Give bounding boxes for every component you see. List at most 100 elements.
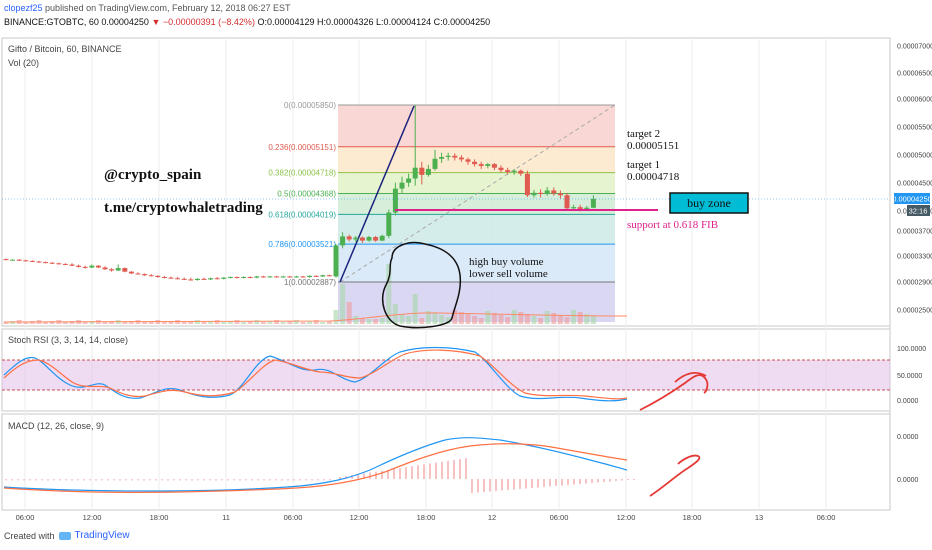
candle-body [472, 161, 478, 165]
volume-bar [274, 320, 280, 324]
time-tick-label: 11 [222, 513, 230, 522]
candle-body [194, 278, 200, 281]
candle-body [491, 164, 497, 168]
fib-level-label: 0(0.00005850) [284, 101, 336, 110]
fib-zone [338, 172, 615, 194]
target1-label: target 1 [627, 159, 660, 171]
macd-tick-top: 0.0000 [897, 434, 919, 441]
fib-level-label: 0.236(0.00005151) [268, 143, 336, 152]
volume-bar [194, 320, 200, 324]
timer-badge [907, 205, 930, 216]
time-tick-label: 06:00 [817, 513, 836, 522]
footer-brand[interactable]: TradingView [74, 530, 130, 541]
handle-annotation: @crypto_spain [104, 167, 202, 183]
volume-bar [346, 302, 352, 324]
channel-annotation: t.me/cryptowhaletrading [104, 200, 263, 216]
candle-body [359, 237, 365, 241]
volume-bar [82, 322, 88, 324]
candle-body [128, 271, 134, 274]
candle-body [399, 182, 405, 189]
volume-bar [221, 322, 227, 324]
volume-bar [379, 318, 385, 324]
candle-body [135, 273, 141, 275]
candle-body [241, 277, 247, 279]
macd-pane[interactable] [1, 413, 891, 511]
price-change: ▼ −0.00000391 (−8.42%) [151, 17, 255, 27]
fib-level-label: 0.786(0.00003521) [268, 240, 336, 249]
candle-body [36, 261, 42, 263]
candle-body [3, 259, 9, 261]
time-tick-label: 12 [488, 513, 496, 522]
volume-bar [472, 316, 478, 324]
candle-body [49, 262, 55, 264]
volume-bar [148, 321, 154, 324]
symbol-ohlc-bar: BINANCE:GTOBTC, 60 0.00004250 ▼ −0.00000… [4, 17, 490, 27]
volume-bar [538, 318, 544, 324]
candle-body [392, 188, 398, 213]
volume-bar [280, 322, 286, 324]
candle-body [571, 207, 577, 209]
volume-bar [247, 321, 253, 324]
last-price: 0.00004250 [101, 17, 149, 27]
rsi-tick-50: 50.0000 [897, 373, 922, 380]
volume-bar [49, 321, 55, 324]
candle-body [419, 167, 425, 175]
candle-body [373, 237, 379, 241]
ohlc-values: O:0.00004129 H:0.00004326 L:0.00004124 C… [257, 17, 491, 27]
volume-bar [524, 314, 530, 324]
time-tick-label: 18:00 [417, 513, 436, 522]
candle-body [161, 277, 167, 279]
candle-body [43, 262, 49, 264]
price-tick-label: 0.00005500 [897, 125, 932, 132]
volume-bar [260, 322, 266, 324]
candle-body [584, 207, 590, 209]
candle-body [333, 245, 339, 277]
candle-body [227, 277, 233, 279]
candle-body [379, 235, 385, 241]
candle-body [346, 236, 352, 240]
price-axis[interactable]: 0.00007000 0.00006500 0.00006000 0.00005500… [897, 44, 932, 315]
candle-body [234, 277, 240, 279]
volume-bar [531, 316, 537, 324]
candle-body [478, 164, 484, 166]
candle-body [320, 275, 326, 277]
price-tick-label: 0.00003300 [897, 254, 932, 261]
candle-body [287, 276, 293, 278]
price-tick-label: 0.00006500 [897, 71, 932, 78]
buy-zone-box[interactable] [669, 192, 749, 214]
impulse-trend-line[interactable] [339, 105, 415, 283]
main-pane-title: Gifto / Bitcoin, 60, BINANCE [8, 44, 122, 54]
volume-bar [293, 320, 299, 324]
fib-zone [338, 193, 615, 215]
candle-body [577, 207, 583, 209]
macd-signal-line [3, 443, 628, 493]
volume-bar [577, 312, 583, 324]
candle-body [109, 269, 115, 271]
rsi-hand-arrowhead [674, 371, 707, 383]
candle-body [221, 277, 227, 279]
candle-body [89, 265, 95, 268]
volume-bar [392, 304, 398, 324]
fib-zone [338, 214, 615, 245]
candle-body [340, 236, 346, 246]
volume-bar [584, 314, 590, 324]
volume-bar [412, 294, 418, 324]
candle-body [366, 237, 372, 241]
volume-bar [62, 322, 68, 324]
candle-body [465, 159, 471, 162]
volume-bar [161, 322, 167, 324]
author-link[interactable]: clopezf25 [4, 3, 43, 13]
fib-zone [338, 105, 615, 147]
volume-bar [181, 322, 187, 324]
volume-bar [432, 313, 438, 324]
tradingview-logo-icon [58, 531, 71, 540]
time-tick-label: 06:00 [550, 513, 569, 522]
volume-bar [485, 311, 491, 324]
fib-trend-line[interactable] [339, 104, 616, 283]
candle-body [260, 276, 266, 278]
volume-bar [498, 315, 504, 324]
time-axis[interactable]: 06:00 12:00 18:00 11 06:00 12:00 18:00 12 06:00 1… [16, 513, 836, 522]
footer-created: Created with [4, 530, 55, 541]
volume-bar [458, 312, 464, 324]
